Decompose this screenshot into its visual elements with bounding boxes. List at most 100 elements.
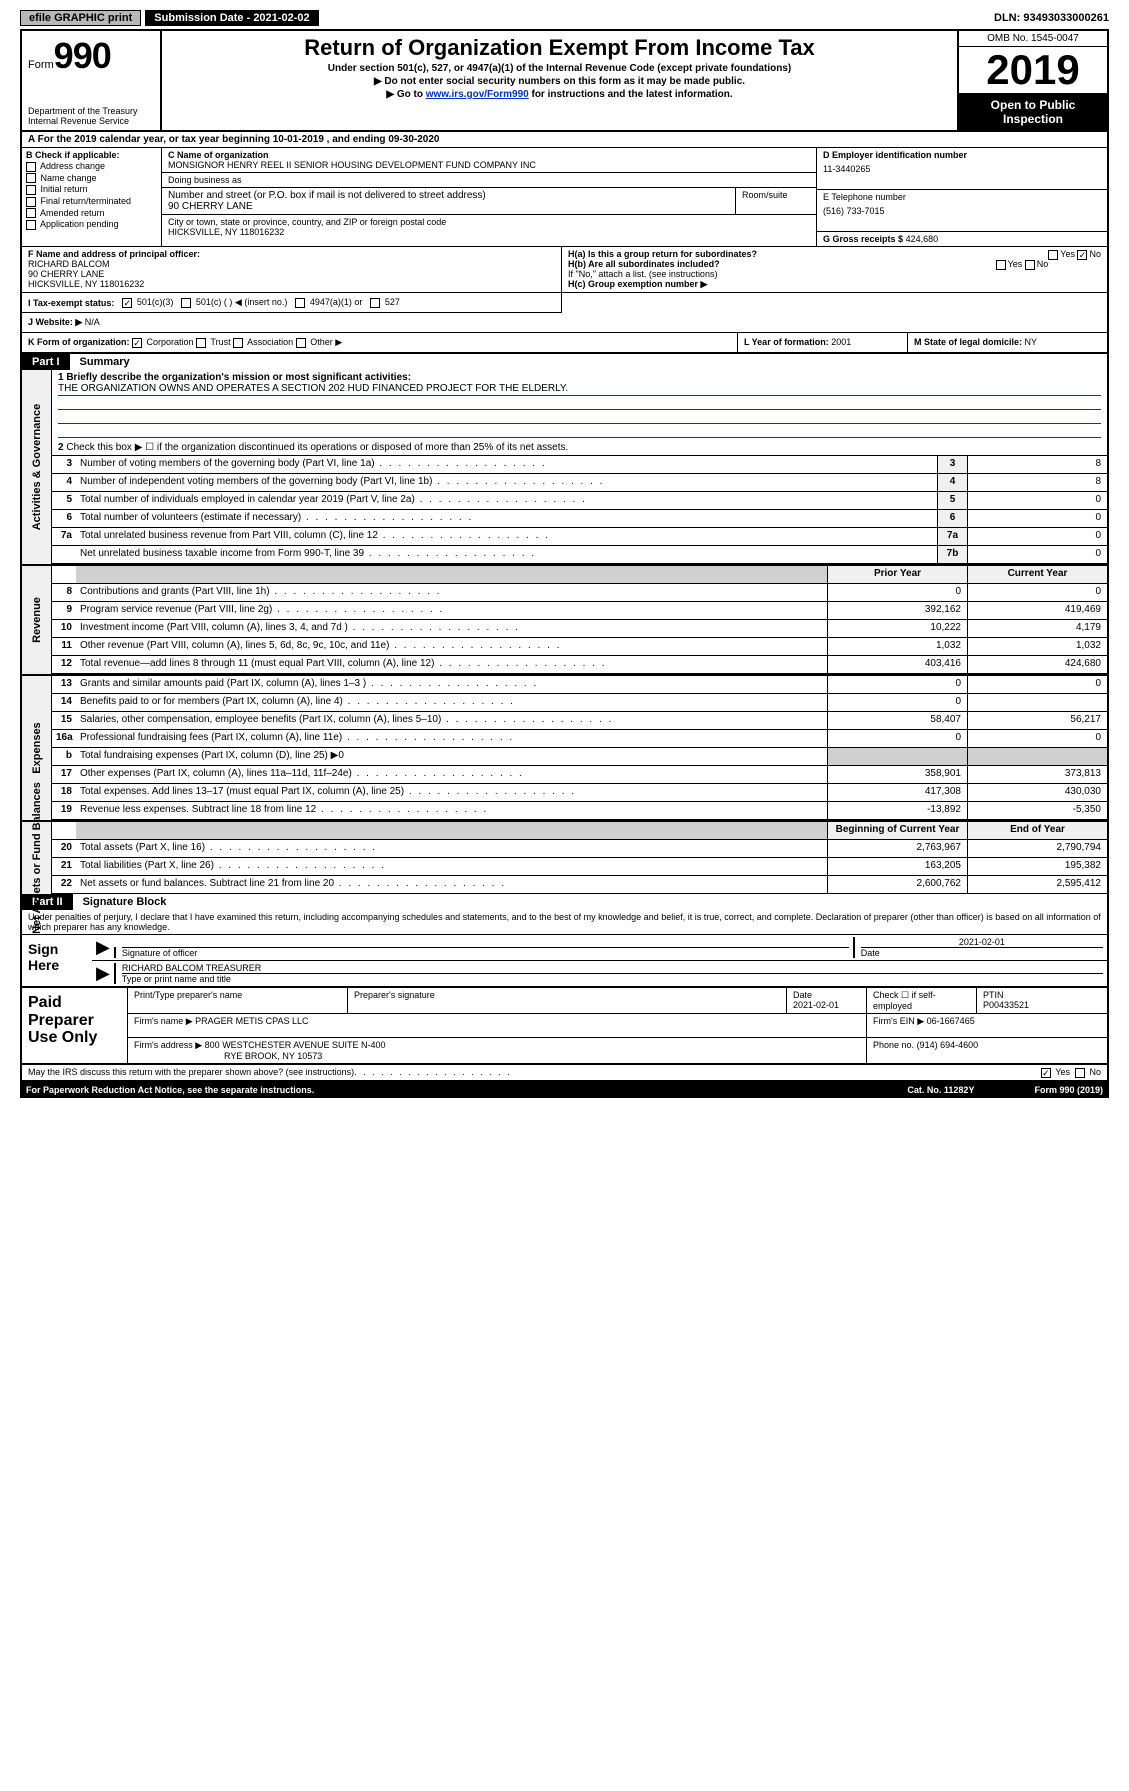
form-subtitle: Under section 501(c), 527, or 4947(a)(1)… [168, 63, 951, 74]
rev-header-row: Prior Year Current Year [52, 566, 1107, 584]
form-number: Form990 [28, 35, 154, 77]
summary-line-13: 13Grants and similar amounts paid (Part … [52, 676, 1107, 694]
chk-initial-return[interactable]: Initial return [26, 184, 157, 195]
revenue-section: Revenue Prior Year Current Year 8Contrib… [22, 564, 1107, 674]
section-c: C Name of organization MONSIGNOR HENRY R… [162, 148, 817, 246]
h-b: H(b) Are all subordinates included? Yes … [568, 259, 1101, 269]
chk-501c3[interactable]: 501(c)(3) [122, 297, 173, 308]
summary-line-10: 10Investment income (Part VIII, column (… [52, 620, 1107, 638]
summary-line-5: 5Total number of individuals employed in… [52, 492, 1107, 510]
efile-button[interactable]: efile GRAPHIC print [20, 10, 141, 26]
side-governance: Activities & Governance [31, 404, 43, 531]
summary-line-15: 15Salaries, other compensation, employee… [52, 712, 1107, 730]
section-b-label: B Check if applicable: [26, 150, 157, 160]
preparer-name-label: Print/Type preparer's name [128, 988, 348, 1013]
submission-date-button[interactable]: Submission Date - 2021-02-02 [145, 10, 318, 26]
form-note1: ▶ Do not enter social security numbers o… [168, 76, 951, 87]
expenses-section: Expenses 13Grants and similar amounts pa… [22, 674, 1107, 820]
street-label: Number and street (or P.O. box if mail i… [168, 190, 729, 201]
state-domicile: NY [1025, 337, 1038, 347]
chk-self-employed[interactable]: Check ☐ if self-employed [867, 988, 977, 1013]
ptin-value: P00433521 [983, 1000, 1029, 1010]
officer-label: F Name and address of principal officer: [28, 249, 555, 259]
part2-header: Part II Signature Block [22, 894, 1107, 910]
form-note2: ▶ Go to www.irs.gov/Form990 for instruct… [168, 89, 951, 100]
preparer-sig-label: Preparer's signature [348, 988, 787, 1013]
chk-trust[interactable]: Trust [196, 337, 231, 347]
website-value: N/A [85, 317, 100, 327]
tax-year: 2019 [959, 47, 1107, 94]
chk-527[interactable]: 527 [370, 297, 400, 308]
row-a-tax-year: A For the 2019 calendar year, or tax yea… [22, 132, 1107, 148]
chk-name-change[interactable]: Name change [26, 173, 157, 184]
netassets-section: Net Assets or Fund Balances Beginning of… [22, 820, 1107, 894]
officer-name: RICHARD BALCOM [28, 259, 555, 269]
ein-label: D Employer identification number [823, 150, 1101, 160]
section-f-h: F Name and address of principal officer:… [22, 247, 1107, 293]
firm-ein: 06-1667465 [927, 1016, 975, 1026]
chk-discuss-no[interactable]: No [1075, 1067, 1101, 1078]
chk-address-change[interactable]: Address change [26, 161, 157, 172]
form-container: Form990 Department of the Treasury Inter… [20, 29, 1109, 1082]
org-name: MONSIGNOR HENRY REEL II SENIOR HOUSING D… [168, 160, 810, 170]
summary-line-8: 8Contributions and grants (Part VIII, li… [52, 584, 1107, 602]
dba-label: Doing business as [168, 175, 810, 185]
section-b-c-d: B Check if applicable: Address change Na… [22, 148, 1107, 247]
perjury-statement: Under penalties of perjury, I declare th… [22, 910, 1107, 935]
ein-value: 11-3440265 [823, 164, 1101, 174]
dln-label: DLN: 93493033000261 [994, 12, 1109, 24]
section-j: J Website: ▶ N/A [22, 313, 1107, 333]
chk-corporation[interactable]: Corporation [132, 337, 194, 347]
h-c: H(c) Group exemption number ▶ [568, 279, 1101, 290]
city-label: City or town, state or province, country… [168, 217, 810, 227]
irs-link[interactable]: www.irs.gov/Form990 [426, 89, 529, 100]
room-label: Room/suite [736, 188, 816, 214]
part1-header: Part I Summary [22, 354, 1107, 370]
summary-line-9: 9Program service revenue (Part VIII, lin… [52, 602, 1107, 620]
section-k-l-m: K Form of organization: Corporation Trus… [22, 333, 1107, 354]
side-expenses: Expenses [31, 722, 43, 773]
summary-line-3: 3Number of voting members of the governi… [52, 456, 1107, 474]
summary-line-11: 11Other revenue (Part VIII, column (A), … [52, 638, 1107, 656]
firm-phone: (914) 694-4600 [917, 1040, 979, 1050]
chk-amended[interactable]: Amended return [26, 208, 157, 219]
governance-section: Activities & Governance 1 Briefly descri… [22, 370, 1107, 564]
q2-text: Check this box ▶ ☐ if the organization d… [66, 442, 568, 453]
omb-number: OMB No. 1545-0047 [959, 31, 1107, 47]
chk-4947[interactable]: 4947(a)(1) or [295, 297, 362, 308]
side-net-assets: Net Assets or Fund Balances [31, 782, 43, 934]
firm-name: PRAGER METIS CPAS LLC [195, 1016, 308, 1026]
net-header-row: Beginning of Current Year End of Year [52, 822, 1107, 840]
preparer-date: 2021-02-01 [793, 1000, 839, 1010]
mission-text: THE ORGANIZATION OWNS AND OPERATES A SEC… [58, 383, 1101, 396]
summary-line-12: 12Total revenue—add lines 8 through 11 (… [52, 656, 1107, 674]
firm-address: 800 WESTCHESTER AVENUE SUITE N-400 [205, 1040, 386, 1050]
gross-receipts-value: 424,680 [906, 234, 939, 244]
chk-final-return[interactable]: Final return/terminated [26, 196, 157, 207]
phone-value: (516) 733-7015 [823, 206, 1101, 216]
chk-application-pending[interactable]: Application pending [26, 219, 157, 230]
form-title: Return of Organization Exempt From Incom… [168, 35, 951, 61]
open-public: Open to Public Inspection [959, 94, 1107, 130]
h-a: H(a) Is this a group return for subordin… [568, 249, 1101, 259]
q1-label: 1 Briefly describe the organization's mi… [58, 372, 1101, 383]
chk-association[interactable]: Association [233, 337, 293, 347]
summary-line-4: 4Number of independent voting members of… [52, 474, 1107, 492]
irs-discuss-row: May the IRS discuss this return with the… [22, 1065, 1107, 1080]
phone-label: E Telephone number [823, 192, 1101, 202]
officer-city: HICKSVILLE, NY 118016232 [28, 279, 555, 289]
dept-label: Department of the Treasury Internal Reve… [28, 106, 154, 126]
paid-preparer-row: Paid Preparer Use Only Print/Type prepar… [22, 988, 1107, 1065]
city-value: HICKSVILLE, NY 118016232 [168, 227, 810, 237]
summary-line-19: 19Revenue less expenses. Subtract line 1… [52, 802, 1107, 820]
h-note: If "No," attach a list. (see instruction… [568, 269, 1101, 279]
chk-501c[interactable]: 501(c) ( ) ◀ (insert no.) [181, 297, 287, 308]
section-defg: D Employer identification number 11-3440… [817, 148, 1107, 246]
section-i: I Tax-exempt status: 501(c)(3) 501(c) ( … [22, 292, 562, 313]
form-header: Form990 Department of the Treasury Inter… [22, 31, 1107, 132]
org-name-label: C Name of organization [168, 150, 810, 160]
summary-line-21: 21Total liabilities (Part X, line 26)163… [52, 858, 1107, 876]
chk-discuss-yes[interactable]: Yes [1041, 1067, 1070, 1078]
top-toolbar: efile GRAPHIC print Submission Date - 20… [20, 10, 1109, 26]
chk-other[interactable]: Other ▶ [296, 337, 342, 347]
